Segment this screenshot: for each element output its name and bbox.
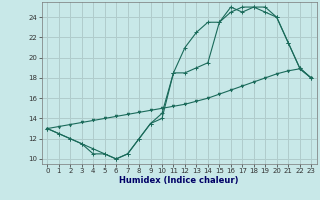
X-axis label: Humidex (Indice chaleur): Humidex (Indice chaleur) bbox=[119, 176, 239, 185]
